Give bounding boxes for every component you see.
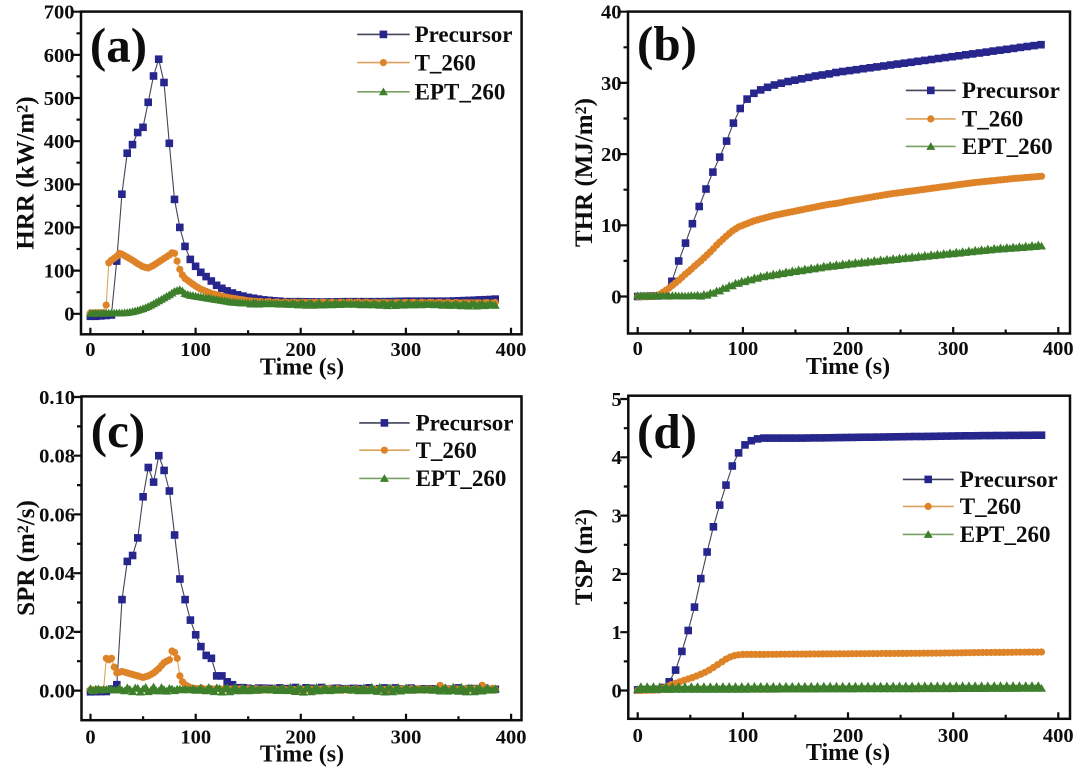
- svg-text:T_260: T_260: [415, 50, 476, 75]
- svg-text:10: 10: [601, 215, 622, 237]
- svg-text:200: 200: [285, 726, 316, 748]
- svg-text:20: 20: [601, 144, 622, 166]
- svg-text:500: 500: [44, 88, 75, 110]
- svg-text:Precursor: Precursor: [960, 467, 1058, 492]
- svg-text:HRR (kW/m2): HRR (kW/m2): [13, 96, 40, 249]
- svg-text:EPT_260: EPT_260: [960, 522, 1051, 547]
- svg-text:300: 300: [391, 339, 422, 361]
- svg-text:100: 100: [44, 261, 75, 283]
- svg-text:1: 1: [612, 622, 622, 644]
- svg-text:0.00: 0.00: [39, 681, 75, 703]
- svg-text:3: 3: [612, 506, 622, 528]
- svg-text:300: 300: [44, 174, 75, 196]
- svg-text:0: 0: [85, 726, 95, 748]
- svg-text:400: 400: [1043, 725, 1074, 747]
- svg-text:200: 200: [285, 339, 316, 361]
- svg-text:400: 400: [44, 131, 75, 153]
- svg-text:(b): (b): [637, 16, 697, 71]
- svg-text:200: 200: [44, 217, 75, 239]
- svg-text:200: 200: [833, 338, 864, 360]
- svg-text:0: 0: [612, 680, 622, 702]
- svg-text:THR (MJ/m2): THR (MJ/m2): [571, 98, 598, 247]
- svg-text:400: 400: [1043, 338, 1074, 360]
- svg-text:0.02: 0.02: [39, 622, 75, 644]
- svg-text:30: 30: [601, 73, 622, 95]
- svg-text:SPR (m2/s): SPR (m2/s): [13, 500, 40, 616]
- svg-text:Time (s): Time (s): [806, 740, 890, 766]
- svg-text:EPT_260: EPT_260: [415, 80, 506, 105]
- svg-text:0: 0: [633, 338, 643, 360]
- svg-text:300: 300: [938, 725, 969, 747]
- svg-text:100: 100: [728, 338, 759, 360]
- svg-text:T_260: T_260: [416, 438, 477, 463]
- svg-text:40: 40: [601, 2, 622, 24]
- svg-text:Precursor: Precursor: [962, 78, 1060, 103]
- svg-text:(c): (c): [91, 403, 145, 458]
- svg-text:Time (s): Time (s): [806, 354, 890, 380]
- svg-text:(a): (a): [90, 18, 147, 73]
- svg-text:4: 4: [612, 447, 622, 469]
- svg-text:Time (s): Time (s): [260, 355, 344, 381]
- svg-text:T_260: T_260: [960, 494, 1021, 519]
- svg-text:Precursor: Precursor: [416, 411, 514, 436]
- svg-text:400: 400: [496, 726, 527, 748]
- svg-text:0.10: 0.10: [39, 387, 75, 409]
- svg-text:0.06: 0.06: [39, 504, 75, 526]
- svg-text:600: 600: [44, 45, 75, 67]
- svg-text:2: 2: [612, 564, 622, 586]
- svg-text:400: 400: [496, 339, 527, 361]
- svg-text:100: 100: [180, 339, 211, 361]
- svg-text:EPT_260: EPT_260: [416, 466, 507, 491]
- svg-text:(d): (d): [637, 404, 697, 459]
- svg-text:0: 0: [633, 725, 643, 747]
- svg-text:Precursor: Precursor: [415, 22, 513, 47]
- svg-text:300: 300: [391, 726, 422, 748]
- svg-text:EPT_260: EPT_260: [962, 134, 1053, 159]
- svg-text:0.08: 0.08: [39, 446, 75, 468]
- svg-text:700: 700: [44, 2, 75, 24]
- svg-text:0: 0: [64, 304, 74, 326]
- svg-text:200: 200: [833, 725, 864, 747]
- svg-text:Time (s): Time (s): [260, 741, 344, 767]
- svg-text:100: 100: [728, 725, 759, 747]
- svg-text:300: 300: [938, 338, 969, 360]
- svg-text:5: 5: [612, 389, 622, 411]
- svg-text:0: 0: [85, 339, 95, 361]
- svg-text:100: 100: [180, 726, 211, 748]
- svg-text:0: 0: [611, 286, 621, 308]
- svg-text:TSP (m2): TSP (m2): [571, 509, 598, 605]
- svg-text:0.04: 0.04: [39, 563, 75, 585]
- svg-text:T_260: T_260: [962, 107, 1023, 132]
